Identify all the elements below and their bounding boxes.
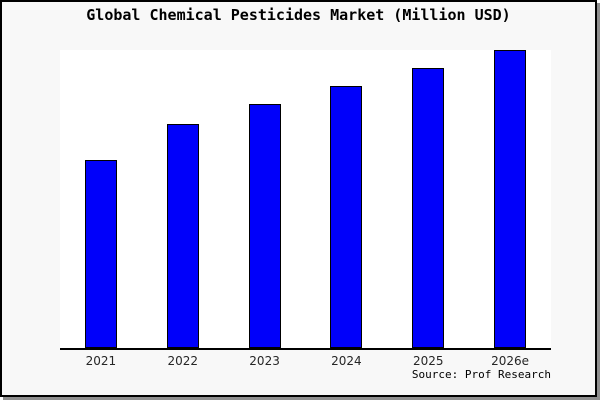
plot-area (60, 50, 551, 350)
bar-slot-2025 (387, 50, 469, 348)
bar-slot-2023 (224, 50, 306, 348)
x-tick-label-2026e: 2026e (491, 354, 530, 368)
bar-slot-2024 (305, 50, 387, 348)
bar-2022 (166, 124, 199, 348)
bar-2021 (84, 160, 117, 348)
x-tick-label-2021: 2021 (85, 354, 117, 368)
bar-2024 (330, 86, 363, 348)
bar-slot-2021 (60, 50, 142, 348)
x-tick-label-2022: 2022 (167, 354, 199, 368)
x-tick-label-2023: 2023 (249, 354, 280, 368)
bar-2025 (412, 68, 445, 348)
bars-container (60, 50, 551, 348)
bar-slot-2022 (142, 50, 224, 348)
bar-2026e (494, 50, 527, 348)
chart-title: Global Chemical Pesticides Market (Milli… (86, 6, 511, 24)
x-axis-tick-labels: 2021 2022 2023 2024 2025 2026e (60, 354, 551, 368)
x-tick-label-2025: 2025 (412, 354, 444, 368)
bar-slot-2026e (469, 50, 551, 348)
bar-2023 (248, 104, 281, 348)
source-note: Source: Prof Research (411, 368, 551, 381)
x-tick-label-2024: 2024 (331, 354, 362, 368)
